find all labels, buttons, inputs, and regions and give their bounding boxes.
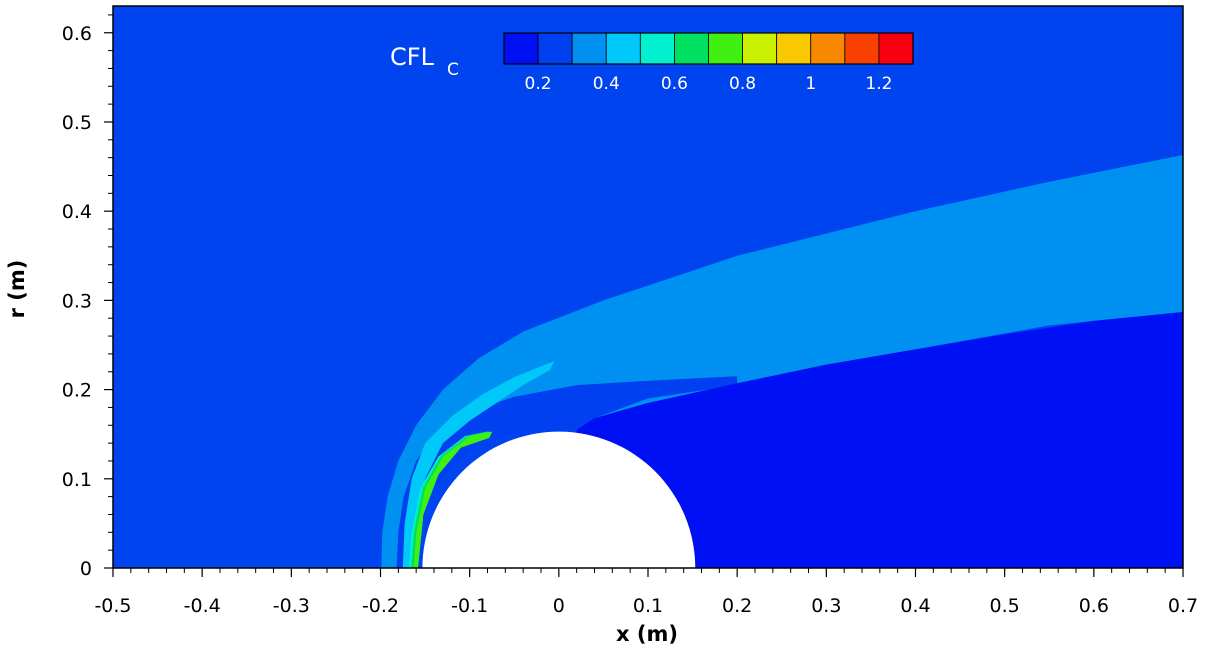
colorbar-swatch <box>776 32 812 65</box>
x-tick-label: -0.1 <box>451 595 488 617</box>
x-tick-label: 0.1 <box>633 595 663 617</box>
colorbar-tick-label: 0.8 <box>729 74 756 94</box>
x-tick-label: -0.3 <box>273 595 310 617</box>
colorbar-swatch <box>639 32 675 65</box>
colorbar-swatch <box>674 32 709 65</box>
colorbar-tick-label: 0.6 <box>661 74 688 94</box>
sphere-body <box>422 431 696 568</box>
wake-region <box>576 312 1183 568</box>
x-tick-label: 0.7 <box>1168 595 1198 617</box>
colorbar-title: CFL <box>390 43 435 71</box>
colorbar-swatch <box>878 32 914 65</box>
plot-area <box>112 5 1184 569</box>
colorbar-swatch <box>503 32 539 65</box>
y-tick-label: 0.4 <box>62 201 92 223</box>
y-tick-label: 0.5 <box>62 112 92 134</box>
colorbar-swatch <box>571 32 607 65</box>
cyan-tongue-region <box>402 361 555 568</box>
colorbar-legend: 0.2 0.4 0.6 0.8 1 1.2 CFL C <box>390 32 914 94</box>
axes: -0.5 -0.4 -0.3 -0.2 -0.1 0 0.1 0.2 0.3 0.4 0.5 0.6 0… <box>62 14 1198 617</box>
colorbar-swatch <box>810 32 846 65</box>
colorbar-swatch <box>844 32 880 65</box>
colorbar-title-subscript: C <box>447 60 459 80</box>
colorbar-frame <box>503 32 914 65</box>
colorbar-swatch <box>537 32 573 65</box>
x-tick-label: 0.2 <box>722 595 752 617</box>
colorbar-tick-label: 0.2 <box>525 74 552 94</box>
colorbar-tick-label: 0.4 <box>593 74 620 94</box>
x-tick-label: 0.3 <box>811 595 841 617</box>
y-tick-label: 0.6 <box>62 23 92 45</box>
y-axis-title: r (m) <box>5 260 29 319</box>
x-tick-label: -0.4 <box>184 595 221 617</box>
x-tick-label: 0 <box>553 595 565 617</box>
x-tick-label: 0.6 <box>1079 595 1109 617</box>
x-axis-title: x (m) <box>616 622 678 646</box>
colorbar-tick-label: 1 <box>805 74 816 94</box>
colorbar-swatch <box>742 32 778 65</box>
colorbar-swatch <box>605 32 641 65</box>
x-tick-label: 0.4 <box>900 595 930 617</box>
colorbar-swatch <box>708 32 743 65</box>
inner-band-region <box>396 376 738 568</box>
y-tick-label: 0 <box>80 558 92 580</box>
colorbar-tick-label: 1.2 <box>865 74 892 94</box>
shock-layer-region <box>381 155 1183 568</box>
x-tick-label: -0.2 <box>362 595 399 617</box>
x-tick-label: 0.5 <box>990 595 1020 617</box>
y-tick-label: 0.1 <box>62 469 92 491</box>
y-tick-label: 0.2 <box>62 380 92 402</box>
y-tick-label: 0.3 <box>62 290 92 312</box>
x-tick-label: -0.5 <box>94 595 131 617</box>
